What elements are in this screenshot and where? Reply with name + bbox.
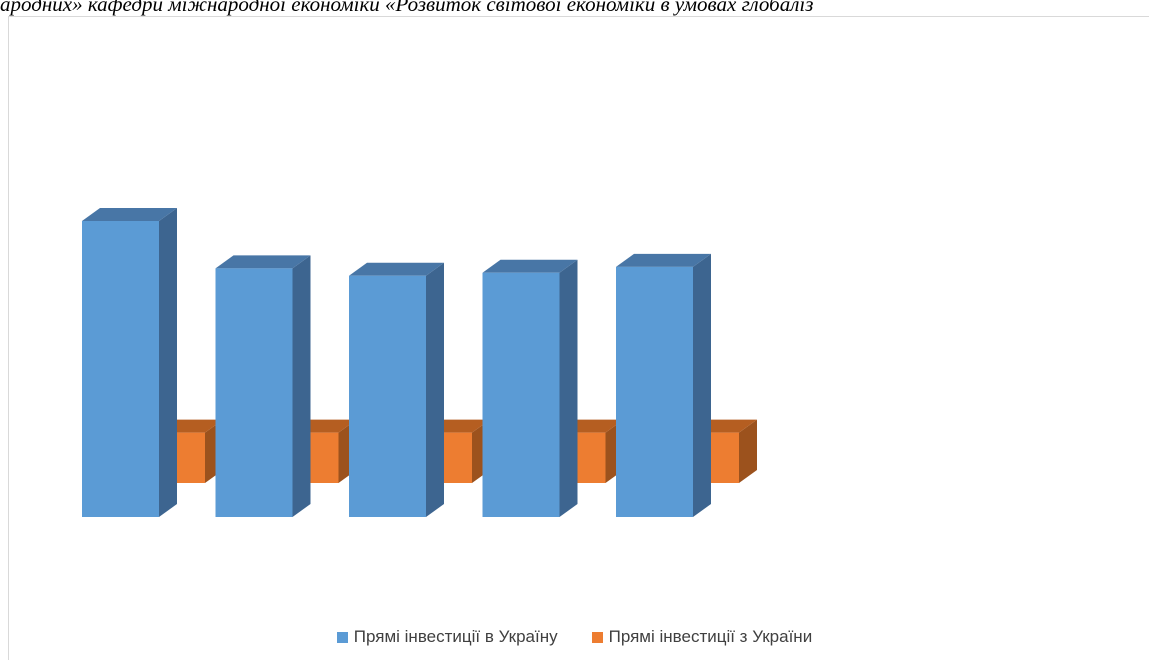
bar-series2-5-side	[739, 419, 757, 483]
bar-series1-4	[482, 272, 560, 517]
header-strip: ародних» кафедри міжнародної економіки «…	[0, 0, 1149, 16]
bar-series1-4-side	[559, 259, 578, 517]
bar-series1-1-top	[82, 208, 177, 221]
bar-series1-4-top	[482, 259, 578, 273]
bar-series1-3-top	[349, 262, 444, 276]
legend-label-series-2: Прямі інвестиції з України	[608, 627, 813, 646]
bar-series1-3-side	[426, 262, 444, 517]
legend-swatch-series-1	[336, 631, 348, 643]
legend-swatch-series-2	[591, 631, 603, 643]
header-text: ародних» кафедри міжнародної економіки «…	[0, 0, 814, 16]
bar-series1-5-side	[693, 253, 711, 517]
bar-series1-5-top	[616, 253, 711, 267]
bar-series1-5	[616, 266, 693, 517]
legend-item-series-2: Прямі інвестиції з України	[591, 627, 813, 647]
chart-area	[8, 16, 1149, 660]
bar-series1-1	[82, 221, 159, 517]
bar-series1-2	[215, 268, 293, 517]
bar-series1-2-side	[292, 255, 311, 518]
bar-series1-3	[349, 275, 426, 517]
legend-label-series-1: Прямі інвестиції в Україну	[353, 627, 558, 646]
legend-item-series-1: Прямі інвестиції в Україну	[336, 627, 558, 647]
bar-series1-1-side	[159, 208, 177, 517]
chart-legend: Прямі інвестиції в Україну Прямі інвести…	[0, 626, 1149, 648]
bar-series1-2-top	[215, 255, 311, 269]
